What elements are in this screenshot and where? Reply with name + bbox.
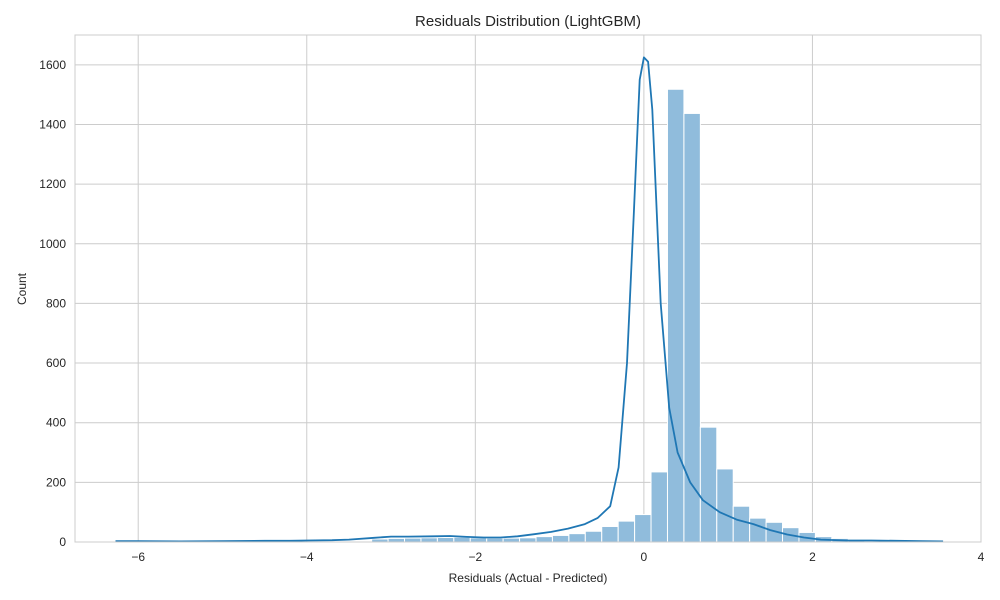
y-tick-label: 400 bbox=[46, 416, 66, 430]
histogram-bar bbox=[601, 525, 619, 543]
histogram-bar bbox=[634, 514, 652, 543]
histogram-bar bbox=[683, 112, 701, 543]
x-tick-label: 2 bbox=[809, 550, 816, 564]
histogram-bar bbox=[551, 534, 570, 543]
x-tick-label: −6 bbox=[131, 550, 145, 564]
histogram-bar bbox=[666, 88, 685, 543]
y-tick-label: 0 bbox=[59, 535, 66, 549]
histogram-bar bbox=[486, 537, 504, 543]
kde-curve bbox=[115, 56, 944, 543]
x-axis-label: Residuals (Actual - Predicted) bbox=[449, 571, 608, 585]
y-tick-label: 800 bbox=[46, 296, 66, 310]
y-tick-labels: 0 200 400 600 800 1000 1200 1400 1600 bbox=[39, 58, 66, 549]
y-tick-label: 1200 bbox=[39, 177, 66, 191]
histogram-bar bbox=[387, 537, 406, 543]
x-tick-label: −2 bbox=[468, 550, 482, 564]
y-tick-label: 200 bbox=[46, 475, 66, 489]
histogram-bar bbox=[584, 530, 603, 543]
histogram-bar bbox=[453, 536, 471, 543]
histogram-bar bbox=[617, 520, 636, 543]
histogram-bar bbox=[716, 468, 734, 543]
histogram-bar bbox=[699, 426, 718, 543]
kde-curve-group bbox=[115, 56, 944, 543]
x-tick-labels: −6 −4 −2 0 2 4 bbox=[131, 550, 984, 564]
y-axis-label: Count bbox=[15, 272, 29, 305]
histogram-bar bbox=[404, 537, 422, 543]
chart-title: Residuals Distribution (LightGBM) bbox=[415, 13, 641, 30]
y-tick-label: 1400 bbox=[39, 117, 66, 131]
histogram-bar bbox=[749, 517, 767, 543]
histogram-bar bbox=[535, 536, 553, 543]
plot-border bbox=[74, 34, 982, 543]
x-tick-label: 4 bbox=[978, 550, 985, 564]
y-tick-label: 1600 bbox=[39, 58, 66, 72]
histogram-bar bbox=[436, 537, 455, 543]
histogram-bar bbox=[568, 533, 586, 543]
histogram-bar bbox=[469, 537, 488, 543]
y-tick-label: 1000 bbox=[39, 237, 66, 251]
plot-frame bbox=[74, 34, 982, 543]
x-tick-label: 0 bbox=[641, 550, 648, 564]
plot-area bbox=[75, 35, 981, 542]
histogram-bar bbox=[420, 537, 438, 543]
histogram-bar bbox=[519, 537, 537, 543]
histogram-bar bbox=[732, 505, 751, 543]
y-tick-label: 600 bbox=[46, 356, 66, 370]
histogram-bar bbox=[650, 471, 668, 543]
histogram-bar bbox=[502, 537, 521, 543]
x-tick-label: −4 bbox=[300, 550, 314, 564]
